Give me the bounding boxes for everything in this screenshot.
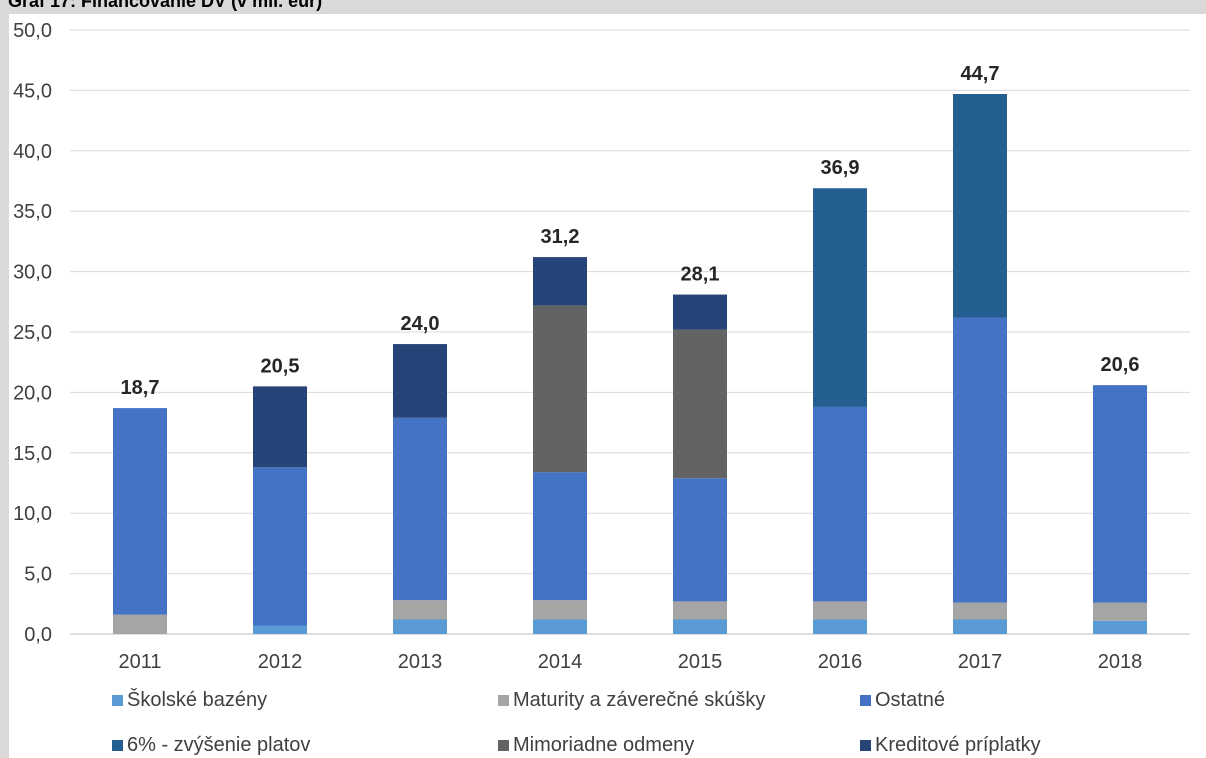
bar-segment: [673, 294, 727, 330]
y-tick-label: 50,0: [13, 20, 52, 42]
bar-segment: [1093, 602, 1147, 621]
bar-segment: [393, 417, 447, 601]
bar-segment: [533, 257, 587, 306]
x-tick-label: 2017: [958, 651, 1003, 673]
y-tick-label: 20,0: [13, 382, 52, 404]
bar-segment: [953, 602, 1007, 620]
left-border-strip: [0, 14, 9, 758]
bar-segment: [533, 472, 587, 601]
bar-segment: [253, 625, 307, 634]
bar-segment: [813, 601, 867, 620]
total-label: 31,2: [541, 226, 580, 248]
gridlines: [70, 29, 1190, 635]
y-tick-label: 0,0: [24, 624, 52, 646]
total-label: 44,7: [961, 63, 1000, 85]
y-axis-ticks: 0,0 5,0 10,0 15,0 20,0 25,0 30,0 35,0 40,0 45,0 50…: [13, 20, 52, 646]
bar-segment: [953, 94, 1007, 318]
bar-segment: [1093, 385, 1147, 603]
total-label: 24,0: [401, 313, 440, 335]
bar-segment: [533, 619, 587, 634]
bar-segment: [393, 600, 447, 620]
y-tick-label: 30,0: [13, 262, 52, 284]
y-tick-label: 25,0: [13, 322, 52, 344]
x-tick-label: 2013: [398, 651, 443, 673]
bar-segment: [113, 614, 167, 634]
y-tick-label: 5,0: [24, 564, 52, 586]
x-tick-label: 2018: [1098, 651, 1143, 673]
y-tick-label: 10,0: [13, 503, 52, 525]
x-axis-ticks: 2011 2012 2013 2014 2015 2016 2017 2018: [118, 651, 1142, 673]
x-tick-label: 2011: [118, 651, 161, 673]
y-tick-label: 45,0: [13, 80, 52, 102]
bar-segment: [953, 317, 1007, 603]
total-label: 18,7: [121, 377, 160, 399]
bar-segment: [113, 408, 167, 615]
bar-segment: [953, 619, 1007, 634]
y-tick-label: 40,0: [13, 141, 52, 163]
total-label: 36,9: [821, 157, 860, 179]
x-tick-label: 2016: [818, 651, 863, 673]
bar-segment: [533, 600, 587, 620]
bar-segment: [253, 467, 307, 626]
bar-segment: [673, 619, 727, 634]
x-tick-label: 2014: [538, 651, 583, 673]
bar-segment: [393, 619, 447, 634]
chart-header-strip: Graf 17: Financovanie DV (v mil. eur): [0, 0, 1206, 14]
bar-segment: [393, 344, 447, 418]
x-tick-label: 2012: [258, 651, 303, 673]
bar-segment: [673, 601, 727, 620]
bar-segment: [813, 188, 867, 407]
total-labels: 18,7 20,5 24,0 31,2 28,1 36,9 44,7 20,6: [121, 63, 1140, 399]
bars: [113, 94, 1147, 634]
bar-segment: [253, 386, 307, 468]
x-tick-label: 2015: [678, 651, 723, 673]
chart-header-text: Graf 17: Financovanie DV (v mil. eur): [8, 0, 323, 11]
total-label: 20,6: [1101, 354, 1140, 376]
bar-segment: [673, 329, 727, 479]
bar-segment: [813, 406, 867, 602]
bar-segment: [533, 305, 587, 473]
bar-segment: [1093, 620, 1147, 634]
total-label: 20,5: [261, 355, 300, 377]
y-tick-label: 35,0: [13, 201, 52, 223]
bar-segment: [813, 619, 867, 634]
total-label: 28,1: [681, 264, 720, 286]
y-tick-label: 15,0: [13, 443, 52, 465]
bar-segment: [673, 478, 727, 602]
